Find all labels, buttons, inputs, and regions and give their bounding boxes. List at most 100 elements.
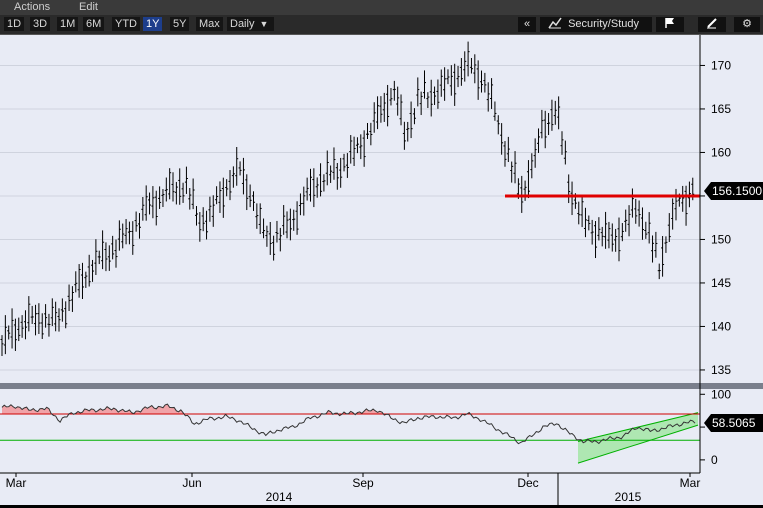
- range-6m-button[interactable]: 6M: [83, 17, 105, 31]
- price-bar: [44, 304, 48, 328]
- price-bar: [298, 193, 302, 216]
- rsi-tick-label: 0: [711, 453, 718, 467]
- price-bar: [396, 86, 400, 116]
- price-bar: [295, 201, 299, 235]
- price-bar: [429, 79, 433, 117]
- price-bar: [570, 181, 574, 216]
- price-bar: [231, 166, 235, 188]
- price-bar: [265, 225, 269, 247]
- dropdown-caret-icon: ▼: [259, 19, 269, 29]
- rsi-channel-upper[interactable]: [577, 412, 699, 442]
- price-bar: [262, 218, 266, 239]
- price-bar: [141, 197, 145, 221]
- range-3d-button[interactable]: 3D: [30, 17, 51, 31]
- price-bar: [13, 318, 17, 351]
- range-1y-button[interactable]: 1Y: [143, 17, 163, 31]
- actions-menu[interactable]: Actions: [14, 1, 51, 13]
- price-bar: [23, 310, 27, 340]
- price-bar: [218, 181, 222, 213]
- price-tick-label: 135: [711, 363, 731, 377]
- price-bar: [577, 201, 581, 225]
- security-study-label: Security/Study: [568, 18, 639, 30]
- price-bar: [191, 178, 195, 210]
- price-bar: [97, 250, 101, 265]
- price-bar: [667, 213, 671, 242]
- price-bar: [560, 131, 564, 155]
- price-bar: [308, 168, 312, 202]
- price-bar: [355, 137, 359, 154]
- price-bar: [446, 69, 450, 85]
- settings-button[interactable]: ⚙: [734, 17, 760, 32]
- flag-button[interactable]: [656, 17, 684, 32]
- price-bar: [127, 221, 131, 245]
- range-1m-button[interactable]: 1M: [57, 17, 79, 31]
- price-bar: [67, 284, 71, 311]
- price-bar: [614, 228, 618, 252]
- price-bar: [251, 191, 255, 211]
- rsi-channel-lower[interactable]: [577, 424, 699, 464]
- panel-divider[interactable]: [0, 383, 763, 389]
- price-bar: [91, 259, 95, 282]
- price-bar: [486, 82, 490, 112]
- price-bar: [687, 181, 691, 208]
- price-bar: [158, 186, 162, 209]
- price-bar: [590, 219, 594, 245]
- price-bar: [30, 305, 34, 324]
- price-bar: [580, 195, 584, 228]
- price-bar: [674, 188, 678, 221]
- price-bar: [402, 121, 406, 150]
- collapse-button[interactable]: «: [518, 17, 536, 32]
- price-bar: [20, 315, 24, 338]
- price-bar: [258, 203, 262, 235]
- price-bar: [164, 177, 168, 202]
- price-bar: [419, 91, 423, 116]
- price-bar: [406, 121, 410, 142]
- price-bar: [161, 189, 165, 207]
- price-bar: [0, 335, 4, 357]
- range-5y-button[interactable]: 5Y: [170, 17, 190, 31]
- price-bar: [476, 60, 480, 100]
- x-tick-label: Dec: [517, 476, 538, 490]
- price-bar: [124, 219, 128, 245]
- range-ytd-button[interactable]: YTD: [112, 17, 140, 31]
- price-bar: [624, 209, 628, 232]
- price-bar: [617, 217, 621, 262]
- range-max-button[interactable]: Max: [196, 17, 223, 31]
- price-bar: [121, 223, 125, 249]
- price-bar: [627, 205, 631, 237]
- study-chart-icon: [548, 17, 562, 29]
- rsi-channel-fill[interactable]: [578, 412, 698, 464]
- price-tick-label: 145: [711, 276, 731, 290]
- price-bar: [379, 96, 383, 123]
- rsi-line[interactable]: [1, 403, 696, 445]
- price-bar: [315, 177, 319, 198]
- price-bar: [630, 188, 634, 218]
- price-bar: [339, 157, 343, 188]
- chart-toolbar: 1D 3D 1M 6M YTD 1Y 5Y Max Daily ▼ « Secu…: [0, 15, 763, 35]
- price-bar: [473, 54, 477, 84]
- security-study-button[interactable]: Security/Study: [540, 17, 652, 32]
- rsi-last-value: 58.5065: [712, 416, 756, 430]
- chart-canvas[interactable]: 135140145150155160165170 050100 156.1500…: [0, 35, 763, 505]
- price-bar: [151, 186, 155, 219]
- price-bar: [329, 165, 333, 183]
- annotate-button[interactable]: [698, 17, 726, 32]
- frequency-dropdown[interactable]: Daily ▼: [227, 17, 274, 31]
- price-bar: [537, 128, 541, 153]
- price-bar: [3, 315, 7, 355]
- price-bar: [526, 160, 530, 199]
- price-bar: [443, 67, 447, 101]
- edit-menu[interactable]: Edit: [79, 1, 98, 13]
- price-bar: [238, 161, 242, 176]
- price-bar: [241, 157, 245, 195]
- price-bar: [342, 153, 346, 172]
- price-bar: [178, 168, 182, 205]
- price-bar: [513, 151, 517, 184]
- price-bar: [496, 115, 500, 135]
- range-1d-button[interactable]: 1D: [4, 17, 25, 31]
- price-bar: [40, 313, 44, 339]
- price-bar: [654, 231, 658, 258]
- price-bar: [288, 208, 292, 241]
- price-bar: [245, 174, 249, 211]
- price-bar: [111, 235, 115, 260]
